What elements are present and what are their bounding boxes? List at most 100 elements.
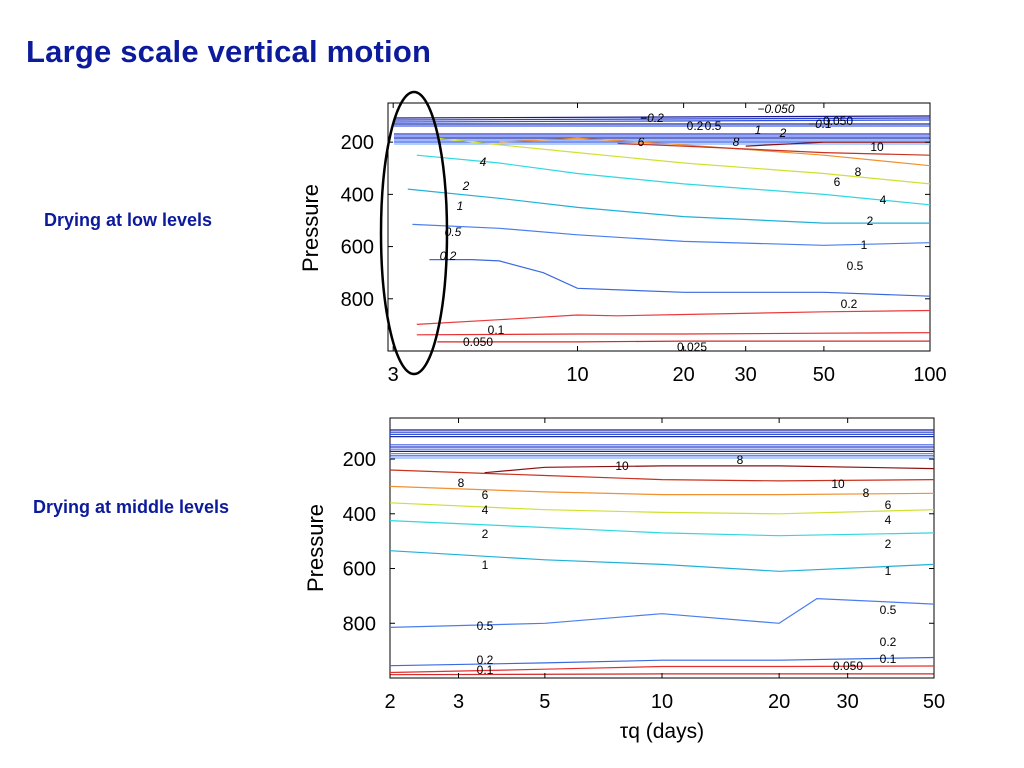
top-contour-labels: 0.10.050 0.0250.20.51246810−0.050−0.1−0.2…	[440, 102, 887, 354]
annotation-ellipse	[379, 90, 449, 376]
contour-line	[499, 137, 931, 167]
contour-value-label: −0.050	[757, 102, 794, 116]
contour-value-label: −0.1	[808, 117, 832, 131]
contour-value-label: 2	[779, 126, 787, 140]
top-y-ticks: 200 400 600 800	[341, 132, 930, 311]
bottom-y-axis-label: Pressure	[303, 504, 328, 592]
x-tick-label: 30	[735, 364, 757, 386]
contour-line	[412, 223, 931, 246]
contour-value-label: 1	[861, 238, 868, 252]
contour-line	[437, 137, 931, 185]
y-tick-label: 400	[343, 504, 376, 526]
jet-line	[393, 119, 931, 123]
label-drying-middle-levels: Drying at middle levels	[33, 497, 230, 517]
bottom-x-ticks: 2 3 5 10 20 30 50	[384, 418, 945, 713]
contour-line	[484, 465, 935, 474]
contour-value-label: 6	[482, 488, 489, 502]
contour-value-label: 0.050	[833, 659, 863, 673]
contour-value-label: 0.5	[705, 119, 722, 133]
contour-value-label: 0.5	[847, 259, 864, 273]
top-x-ticks: 3 10 20 30 50 100	[388, 103, 947, 386]
bottom-x-axis-label: τq (days)	[620, 720, 704, 743]
y-tick-label: 800	[343, 613, 376, 635]
y-tick-label: 200	[343, 449, 376, 471]
slide-title: Large scale vertical motion	[26, 34, 432, 69]
contour-value-label: 0.2	[477, 653, 494, 667]
y-tick-label: 600	[343, 559, 376, 581]
contour-value-label: 10	[615, 459, 629, 473]
contour-value-label: 2	[867, 214, 874, 228]
contour-value-label: 1	[482, 558, 489, 572]
x-tick-label: 50	[813, 364, 835, 386]
chart-bottom-frame	[389, 417, 935, 679]
contour-value-label: 4	[482, 503, 489, 517]
contour-value-label: 1	[885, 564, 892, 578]
bottom-y-ticks: 200 400 600 800	[343, 449, 934, 635]
contour-value-label: 0.5	[477, 619, 494, 633]
contour-value-label: 0.2	[440, 249, 457, 263]
contour-value-label: 2	[462, 179, 470, 193]
chart-top: 0.10.050 0.0250.20.51246810−0.050−0.1−0.2…	[298, 90, 947, 386]
contour-value-label: 2	[885, 537, 892, 551]
contour-line	[389, 502, 935, 515]
x-tick-label: 2	[384, 691, 395, 713]
contour-value-label: 4	[880, 193, 887, 207]
contour-value-label: 8	[855, 165, 862, 179]
x-tick-label: 100	[913, 364, 946, 386]
contour-line	[389, 597, 935, 628]
y-tick-label: 400	[341, 184, 374, 206]
x-tick-label: 20	[672, 364, 694, 386]
contour-line	[389, 673, 934, 676]
x-tick-label: 30	[837, 691, 859, 713]
x-tick-label: 50	[923, 691, 945, 713]
contour-line	[416, 154, 931, 206]
contour-value-label: 6	[834, 175, 841, 189]
x-tick-label: 3	[453, 691, 464, 713]
contour-value-label: 8	[863, 486, 870, 500]
contour-value-label: 0.1	[880, 652, 897, 666]
contour-line	[745, 141, 930, 147]
x-tick-label: 5	[539, 691, 550, 713]
label-drying-low-levels: Drying at low levels	[44, 210, 213, 230]
contour-value-label: 0.5	[445, 225, 462, 239]
contour-value-label: 0.050	[823, 114, 853, 128]
contour-value-label: 0.5	[880, 603, 897, 617]
x-tick-label: 20	[768, 691, 790, 713]
top-y-axis-label: Pressure	[298, 184, 323, 272]
contour-value-label: 0.2	[687, 119, 704, 133]
contour-value-label: 8	[737, 453, 744, 467]
contour-line	[389, 665, 935, 674]
bottom-jet-band	[390, 429, 934, 459]
contour-value-label: 6	[885, 498, 892, 512]
contour-line	[389, 656, 935, 667]
contour-value-label: 0.1	[477, 663, 494, 677]
contour-value-label: 4	[885, 513, 892, 527]
contour-line	[416, 309, 931, 325]
contour-value-label: 1	[755, 123, 762, 137]
bottom-contours	[389, 465, 935, 676]
contour-line	[617, 142, 931, 156]
contour-value-label: 0.1	[488, 323, 505, 337]
contour-value-label: 1	[457, 199, 464, 213]
contour-line	[389, 550, 935, 572]
x-tick-label: 10	[566, 364, 588, 386]
contour-value-label: 10	[831, 477, 845, 491]
contour-value-label: 0.2	[841, 297, 858, 311]
jet-line	[393, 117, 931, 121]
contour-value-label: 10	[870, 140, 884, 154]
y-tick-label: 600	[341, 237, 374, 259]
y-tick-label: 200	[341, 132, 374, 154]
contour-value-label: 0.025	[677, 340, 707, 354]
contour-value-label: 8	[458, 476, 465, 490]
contour-value-label: 0.2	[880, 635, 897, 649]
top-contours	[407, 137, 931, 343]
chart-top-frame	[387, 102, 931, 352]
contour-value-label: −0.2	[640, 111, 664, 125]
y-tick-label: 800	[341, 289, 374, 311]
x-tick-label: 3	[388, 364, 399, 386]
contour-value-label: 4	[480, 155, 487, 169]
contour-line	[437, 340, 930, 343]
